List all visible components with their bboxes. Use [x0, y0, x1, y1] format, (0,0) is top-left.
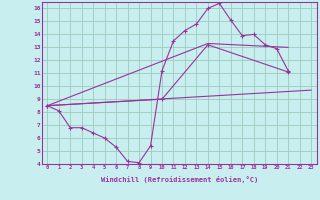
X-axis label: Windchill (Refroidissement éolien,°C): Windchill (Refroidissement éolien,°C) — [100, 176, 258, 183]
